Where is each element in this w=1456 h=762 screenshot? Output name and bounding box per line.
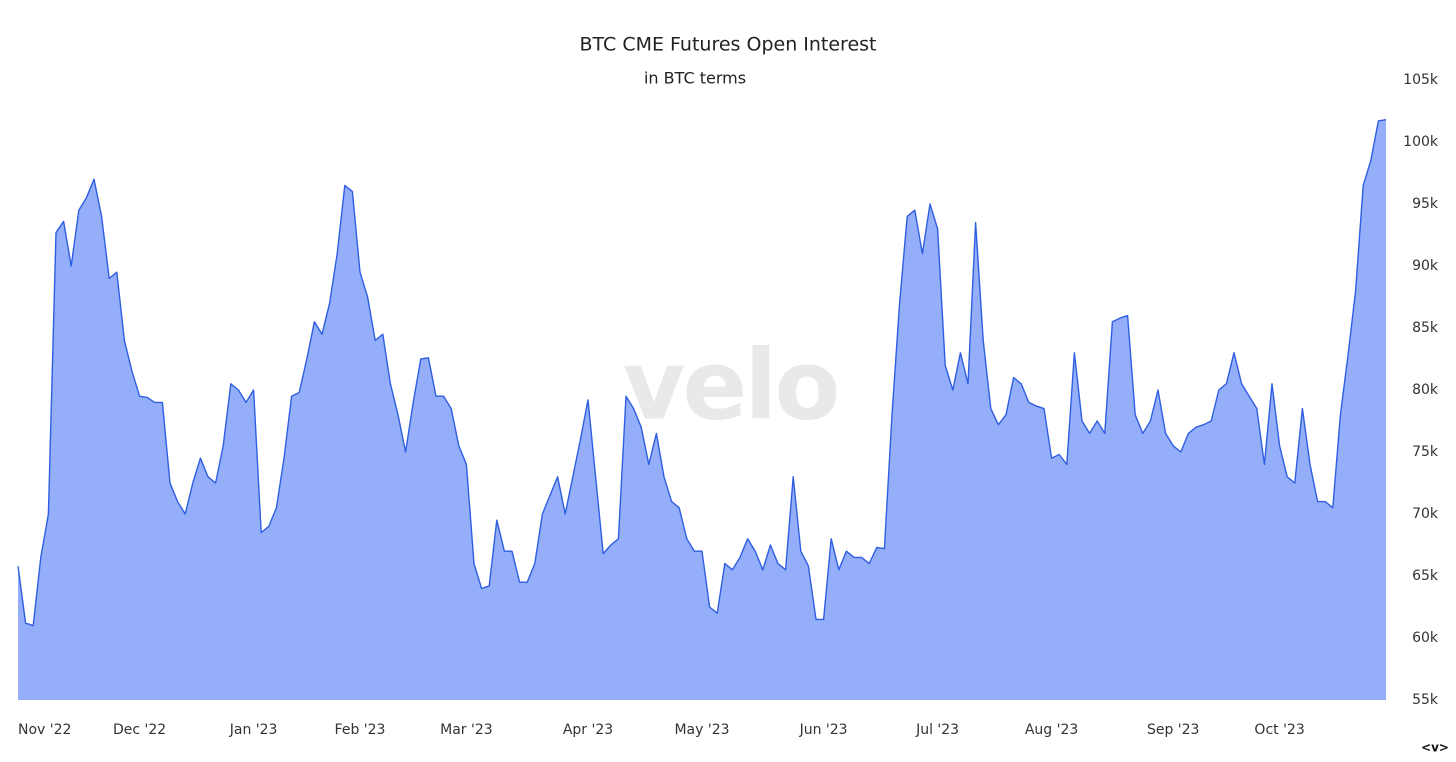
x-tick-label: Dec '22: [113, 722, 166, 738]
plot-area: [17, 119, 1387, 700]
y-tick-label: 95k: [1412, 196, 1439, 212]
y-tick-label: 90k: [1412, 258, 1439, 274]
x-tick-label: Jun '23: [799, 722, 848, 738]
x-tick-label: Mar '23: [440, 722, 493, 738]
y-tick-label: 60k: [1412, 630, 1439, 646]
chart-subtitle: in BTC terms: [644, 69, 746, 88]
x-tick-label: May '23: [674, 722, 729, 738]
x-tick-label: Feb '23: [335, 722, 386, 738]
watermark: velo: [623, 329, 838, 441]
x-tick-label: Sep '23: [1147, 722, 1200, 738]
y-tick-label: 80k: [1412, 382, 1439, 398]
y-tick-label: 75k: [1412, 444, 1439, 460]
y-tick-label: 70k: [1412, 506, 1439, 522]
y-tick-label: 65k: [1412, 568, 1439, 584]
area-line: [17, 119, 1387, 627]
x-tick-label: Jul '23: [915, 722, 959, 738]
x-tick-label: Oct '23: [1254, 722, 1304, 738]
badge: <v>: [1421, 741, 1449, 755]
y-tick-label: 85k: [1412, 320, 1439, 336]
x-tick-label: Jan '23: [229, 722, 278, 738]
area-fill: [18, 119, 1386, 700]
x-tick-label: Aug '23: [1025, 722, 1078, 738]
x-tick-label: Nov '22: [18, 722, 71, 738]
chart-title: BTC CME Futures Open Interest: [580, 34, 877, 56]
y-tick-label: 105k: [1403, 72, 1439, 88]
x-tick-label: Apr '23: [563, 722, 613, 738]
y-tick-label: 100k: [1403, 134, 1439, 150]
y-tick-label: 55k: [1412, 692, 1439, 708]
